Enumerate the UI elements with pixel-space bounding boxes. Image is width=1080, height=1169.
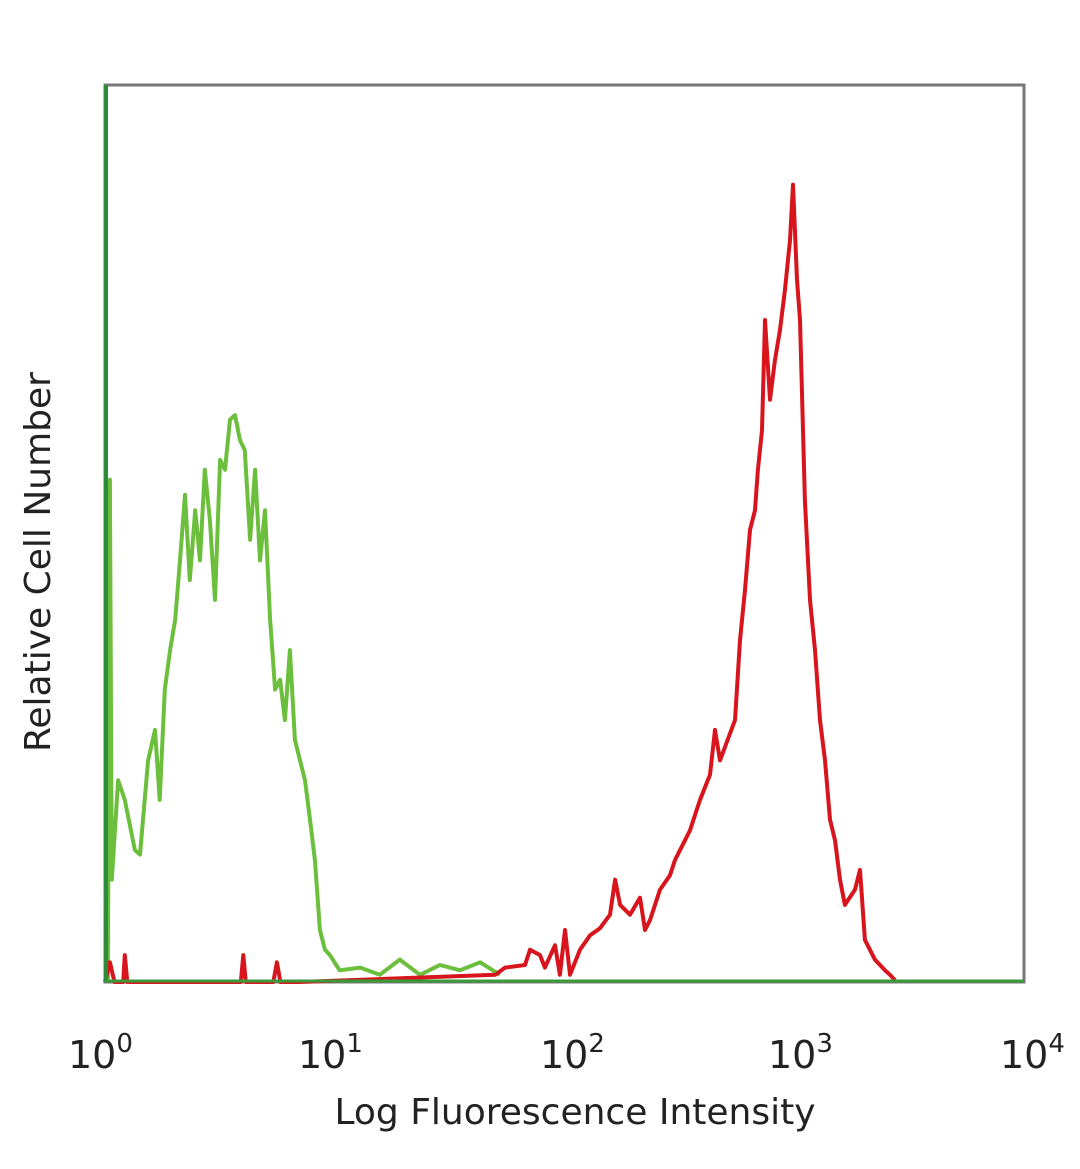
red-histogram-series — [103, 182, 897, 984]
x-tick-label: 103 — [768, 1029, 833, 1077]
x-axis-label: Log Fluorescence Intensity — [334, 1092, 815, 1133]
x-tick-label: 101 — [298, 1029, 363, 1077]
x-tick-label: 102 — [540, 1029, 605, 1077]
x-tick-labels: 100 101 102 103 104 — [68, 1029, 1065, 1077]
plot-frame — [103, 83, 1026, 984]
x-tick-label: 104 — [1000, 1029, 1065, 1077]
series-layer — [103, 182, 897, 984]
y-axis-label: Relative Cell Number — [18, 372, 59, 752]
green-histogram-series — [105, 413, 502, 981]
x-tick-label: 100 — [68, 1029, 133, 1077]
